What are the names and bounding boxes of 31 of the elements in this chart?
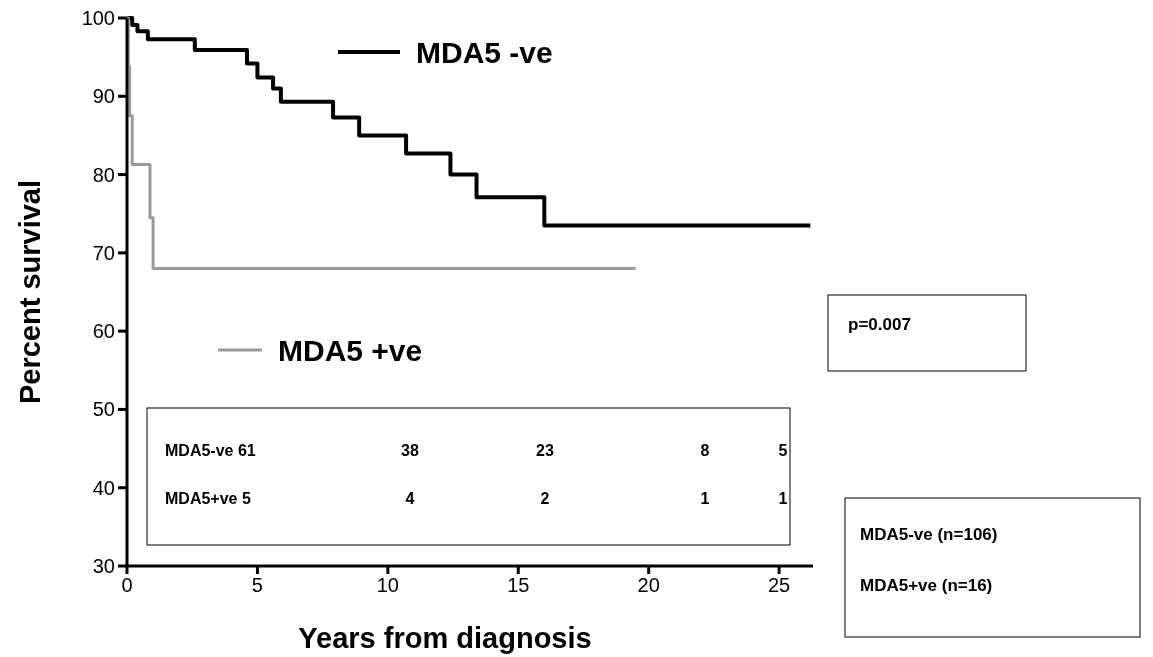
text: MDA5+ve (n=16)	[860, 576, 993, 595]
annotation: MDA5+ve 5	[165, 490, 251, 507]
x-axis-title: Years from diagnosis	[298, 622, 592, 654]
x-tick-label: 15	[507, 574, 530, 596]
y-axis-title: Percent survival	[14, 179, 46, 405]
x-tick-label: 5	[251, 574, 263, 596]
y-tick-label: 40	[92, 476, 115, 499]
x-tick-label: 25	[767, 574, 791, 596]
x-tick-label: 10	[376, 574, 399, 596]
legend-label: MDA5 +ve	[278, 333, 423, 367]
y-tick-label: 30	[92, 555, 115, 577]
annotation: MDA5-ve 61	[165, 442, 256, 459]
annotation: 38	[401, 442, 419, 459]
y-tick-label: 50	[92, 398, 115, 421]
annotation: 1	[700, 490, 710, 507]
annotation: 5	[778, 442, 788, 459]
text: MDA5-ve (n=106)	[860, 525, 998, 544]
annotation: 2	[540, 490, 550, 507]
annotation: 8	[700, 442, 710, 459]
text: p=0.007	[848, 315, 911, 334]
annotation: 23	[536, 442, 554, 459]
y-tick-label: 100	[81, 7, 115, 29]
y-tick-label: 60	[92, 320, 115, 343]
y-tick-label: 90	[92, 85, 115, 108]
annotation: 1	[778, 490, 788, 507]
x-tick-label: 0	[121, 574, 133, 596]
y-tick-label: 70	[92, 241, 115, 264]
y-tick-label: 80	[92, 163, 115, 186]
annotation: 4	[405, 490, 415, 507]
x-tick-label: 20	[637, 574, 660, 596]
legend-label: MDA5 -ve	[416, 35, 553, 69]
